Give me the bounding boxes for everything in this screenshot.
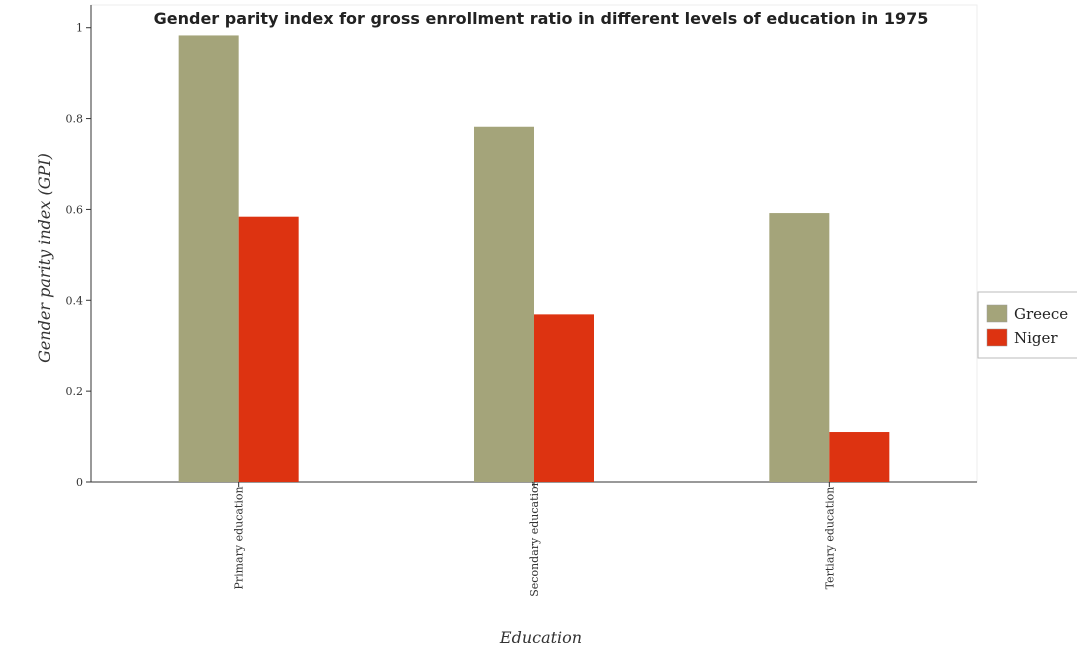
bar-niger-1 xyxy=(534,314,594,482)
legend-label-greece: Greece xyxy=(1014,305,1068,323)
bar-greece-2 xyxy=(769,213,830,482)
y-tick-label: 0.6 xyxy=(66,203,84,216)
y-axis-label: Gender parity index (GPI) xyxy=(35,153,54,363)
bar-greece-0 xyxy=(178,35,239,483)
legend-swatch-niger xyxy=(986,328,1008,347)
x-axis-label: Education xyxy=(499,628,582,647)
y-tick-label: 0.4 xyxy=(66,294,84,307)
x-tick-label: Tertiary education xyxy=(823,487,836,590)
plot-area: 0 0.2 0.4 0.6 0.8 1 Primary education Secondary… xyxy=(66,5,977,597)
bar-niger-0 xyxy=(238,216,299,482)
bar-niger-2 xyxy=(829,432,890,482)
chart-title: Gender parity index for gross enrollment… xyxy=(154,9,929,28)
legend-label-niger: Niger xyxy=(1014,329,1058,347)
legend: Greece Niger xyxy=(977,291,1077,359)
bar-greece-1 xyxy=(474,126,534,483)
x-tick-label: Secondary education xyxy=(528,479,541,596)
y-tick-label: 0.2 xyxy=(66,385,84,398)
x-tick-label: Primary education xyxy=(233,486,246,589)
y-tick-label: 0 xyxy=(76,476,83,489)
legend-box xyxy=(977,291,1077,359)
y-tick-label: 0.8 xyxy=(66,113,84,126)
y-tick-label: 1 xyxy=(76,22,83,35)
legend-swatch-greece xyxy=(986,304,1008,323)
